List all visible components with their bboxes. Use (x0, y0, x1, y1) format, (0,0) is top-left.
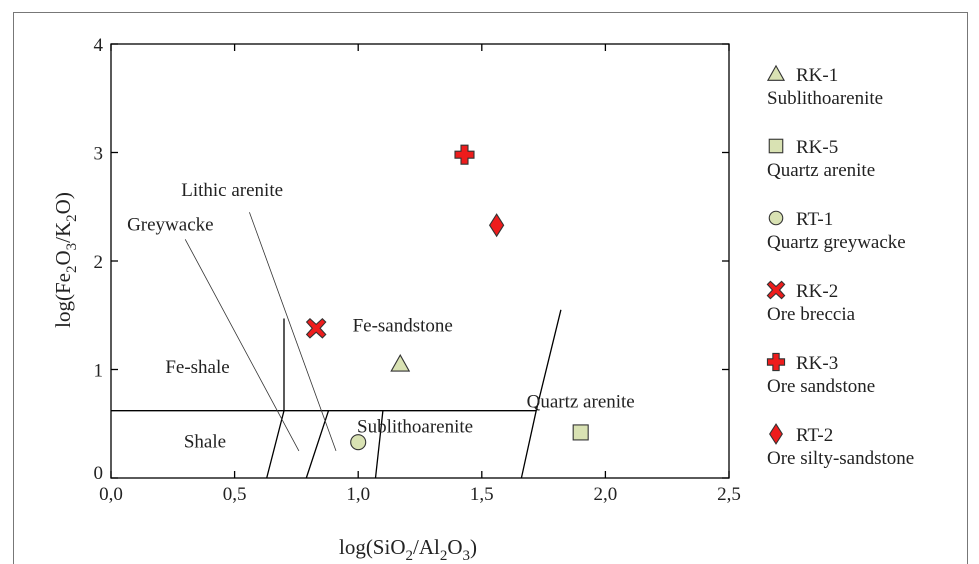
point-rk-2 (305, 317, 327, 339)
legend-series-name: RK-1 (796, 65, 838, 86)
legend-marker-rk-2 (766, 280, 786, 300)
point-rt-1 (350, 434, 367, 451)
region-label: Greywacke (127, 215, 214, 236)
x-tick-label: 2,5 (717, 484, 741, 505)
region-label: Fe-shale (165, 357, 229, 378)
x-axis-title: log(SiO2/Al2O3) (339, 535, 477, 564)
data-points (305, 144, 589, 451)
y-tick-label: 1 (94, 361, 104, 382)
legend-marker-rk-5 (768, 138, 784, 154)
x-tick-label: 1,0 (346, 484, 370, 505)
legend-series-desc: Quartz greywacke (767, 232, 906, 253)
figure-frame (13, 12, 968, 564)
legend-series-desc: Quartz arenite (767, 160, 875, 181)
y-tick-label: 2 (94, 252, 104, 273)
legend-series-name: RT-1 (796, 209, 833, 230)
y-tick-label: 3 (94, 144, 104, 165)
y-axis-title: log(Fe2O3/K2O) (51, 192, 80, 328)
axis-ticks: 0,0 0,5 1,0 1,5 2,0 2,5 0 1 2 3 4 (94, 35, 741, 505)
point-rk-1 (390, 353, 411, 372)
legend-series-name: RT-2 (796, 425, 833, 446)
plot-area (110, 43, 730, 479)
x-tick-label: 1,5 (470, 484, 494, 505)
region-label: Lithic arenite (181, 180, 283, 201)
region-label: Fe-sandstone (353, 316, 453, 337)
plot-border (110, 43, 730, 479)
boundary-shale-greywacke (266, 318, 285, 479)
point-rk-3 (454, 144, 475, 165)
x-tick-label: 0,0 (99, 484, 123, 505)
legend-series-name: RK-2 (796, 281, 838, 302)
region-label: Sublithoarenite (357, 416, 473, 437)
legend-series-name: RK-3 (796, 353, 838, 374)
y-tick-label: 4 (94, 35, 104, 56)
y-tick-label: 0 (94, 463, 104, 484)
greywacke-leader (184, 239, 300, 452)
x-tick-label: 2,0 (594, 484, 618, 505)
legend-marker-rk-3 (766, 352, 786, 372)
x-tick-label: 0,5 (223, 484, 247, 505)
legend-marker-rt-1 (768, 210, 784, 226)
lithic-arenite-leader (249, 212, 337, 452)
boundary-sublitho-quartz (520, 309, 562, 479)
boundary-lithic-sublitho (374, 410, 384, 479)
boundary-greywacke-lithic (305, 410, 330, 479)
region-label: Quartz arenite (527, 391, 635, 412)
field-boundaries (111, 309, 562, 479)
legend-marker-rt-2 (769, 423, 783, 445)
region-label: Shale (184, 432, 226, 453)
region-labels: Shale Fe-shale Greywacke Lithic arenite Fe-s… (127, 180, 635, 453)
legend-series-desc: Ore silty-sandstone (767, 448, 914, 469)
legend-series-name: RK-5 (796, 137, 838, 158)
legend-series-desc: Sublithoarenite (767, 88, 883, 109)
leader-lines (184, 212, 337, 452)
legend-marker-rk-1 (766, 64, 786, 81)
point-rk-5 (572, 424, 589, 441)
point-rt-2 (488, 213, 505, 238)
legend-series-desc: Ore breccia (767, 304, 856, 325)
legend-series-desc: Ore sandstone (767, 376, 875, 397)
